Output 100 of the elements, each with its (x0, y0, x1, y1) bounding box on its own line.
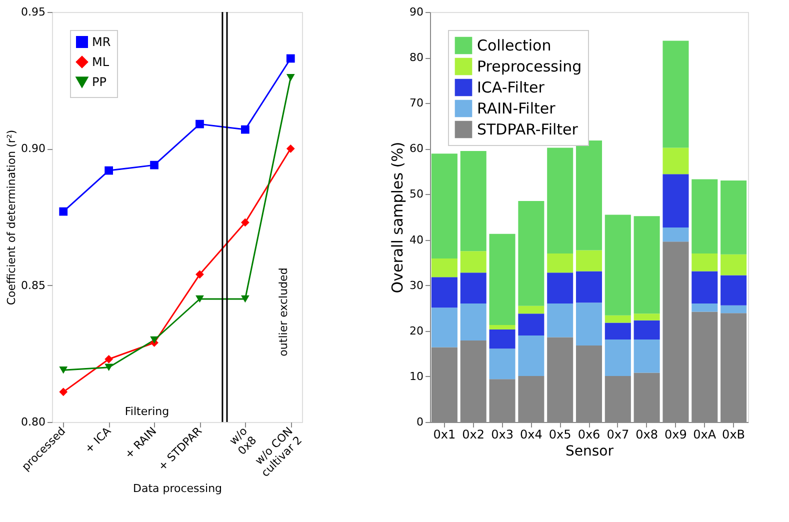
x-axis-title: Sensor (566, 444, 614, 460)
bar (431, 258, 458, 278)
bar (460, 150, 486, 252)
bar (518, 314, 544, 336)
bar (576, 302, 602, 346)
legend-label: ML (92, 55, 110, 69)
legend-label: PP (92, 75, 106, 89)
point (104, 354, 113, 364)
x-tick-label: 0x1 (433, 428, 456, 442)
bar (460, 251, 486, 273)
bar (692, 179, 718, 254)
legend-label: STDPAR-Filter (477, 120, 579, 138)
bar (692, 304, 718, 312)
y-tick-label: 30 (410, 278, 424, 292)
bar (662, 40, 689, 148)
bar (547, 272, 574, 304)
bar (489, 324, 516, 330)
y-tick-label: 0.90 (21, 142, 46, 156)
bar (431, 277, 458, 308)
bar (604, 322, 631, 340)
bar (720, 254, 747, 276)
point (196, 295, 204, 303)
point (59, 207, 68, 216)
bar (460, 304, 486, 340)
x-tick-label: 0x7 (606, 428, 630, 442)
point (196, 120, 204, 128)
point (59, 366, 68, 374)
bar (604, 340, 631, 376)
bar (518, 306, 544, 314)
legend-label: Collection (477, 36, 552, 54)
bar (547, 148, 574, 254)
legend-label: Preprocessing (477, 58, 582, 76)
bar (692, 271, 718, 304)
x-tick-label: 0x4 (520, 428, 542, 442)
y-tick-label: 20 (410, 324, 424, 338)
x-tick-label: 0xA (693, 428, 717, 442)
bar (634, 216, 660, 314)
point (104, 364, 113, 371)
x-tick-label: 0x6 (578, 428, 600, 442)
bar (720, 275, 747, 306)
y-tick-label: 70 (410, 96, 424, 110)
bar (576, 140, 602, 250)
bar (547, 304, 574, 338)
point (104, 166, 113, 175)
point (241, 125, 250, 134)
y-tick-label: 80 (410, 51, 424, 64)
bar (576, 250, 602, 272)
bar (604, 315, 631, 323)
y-tick-label: 10 (410, 370, 424, 383)
bar (489, 234, 516, 325)
x-tick-label: 0x2 (462, 428, 485, 442)
y-tick-label: 50 (410, 188, 424, 201)
y-tick-label: 0.95 (21, 6, 46, 18)
y-tick-label: 0.80 (21, 416, 46, 428)
point (59, 388, 68, 396)
bar (431, 154, 458, 258)
x-tick-label: 0x5 (548, 428, 572, 442)
bar (604, 214, 631, 316)
bar (634, 320, 660, 340)
bar (692, 253, 718, 272)
point (286, 144, 295, 153)
bar (518, 201, 544, 306)
y-tick-label: 0 (416, 416, 424, 428)
bar (576, 271, 602, 303)
x-tick-label: 0x9 (664, 428, 687, 442)
x-tick-label: 0x8 (636, 428, 658, 442)
y-tick-label: 60 (410, 142, 424, 156)
point (241, 218, 250, 227)
legend-label: MR (92, 35, 111, 49)
bar (662, 227, 689, 242)
point (150, 160, 158, 170)
point (286, 54, 295, 63)
y-tick-label: 90 (410, 6, 424, 18)
point (150, 336, 158, 344)
bar (547, 253, 574, 273)
bar (720, 180, 747, 254)
bar (720, 305, 747, 314)
bar (634, 314, 660, 320)
bar (662, 174, 689, 228)
bar (518, 335, 544, 376)
point (196, 270, 204, 279)
y-axis-title: Overall samples (%) (388, 142, 407, 294)
bar (460, 272, 486, 304)
y-tick-label: 40 (410, 233, 424, 246)
bar (489, 330, 516, 349)
annotation: outlier excluded (277, 268, 290, 356)
point (286, 74, 295, 82)
y-tick-label: 0.85 (21, 278, 46, 292)
x-tick-label: 0xB (722, 428, 746, 442)
bar (662, 148, 689, 174)
y-axis-title: Coefficient of determination (r²) (5, 130, 18, 306)
bar (634, 340, 660, 373)
x-tick-label: w/o 0x8 (226, 424, 260, 458)
x-tick-label: + ICA (82, 424, 114, 456)
x-axis-title: Data processing (132, 482, 222, 495)
bar (431, 308, 458, 348)
annotation: Filtering (124, 405, 170, 418)
legend-label: RAIN-Filter (477, 100, 556, 118)
x-tick-label: 0x3 (491, 428, 514, 442)
bar (489, 348, 516, 380)
